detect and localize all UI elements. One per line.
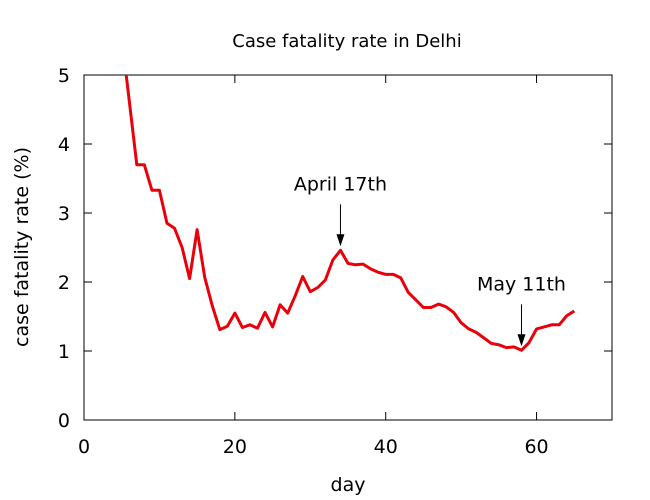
x-tick-label: 20 (223, 436, 247, 458)
x-tick-label: 40 (374, 436, 398, 458)
y-tick-label: 4 (58, 134, 70, 156)
y-tick-label: 0 (58, 410, 70, 432)
x-tick-label: 60 (524, 436, 548, 458)
x-axis-label: day (331, 474, 366, 496)
series-line (124, 74, 576, 352)
y-tick-label: 5 (58, 65, 70, 87)
annotation-label: April 17th (294, 173, 387, 195)
y-tick-label: 2 (58, 272, 70, 294)
plot-frame (83, 74, 613, 421)
y-tick-label: 1 (58, 341, 70, 363)
x-tick-label: 0 (78, 436, 90, 458)
chart-title: Case fatality rate in Delhi (232, 31, 461, 52)
y-axis-label: case fatality rate (%) (11, 147, 33, 347)
annotation-label: May 11th (477, 273, 566, 295)
y-tick-label: 3 (58, 203, 70, 225)
annotation-arrow-head (517, 334, 526, 347)
annotation-arrow-head (336, 234, 345, 247)
